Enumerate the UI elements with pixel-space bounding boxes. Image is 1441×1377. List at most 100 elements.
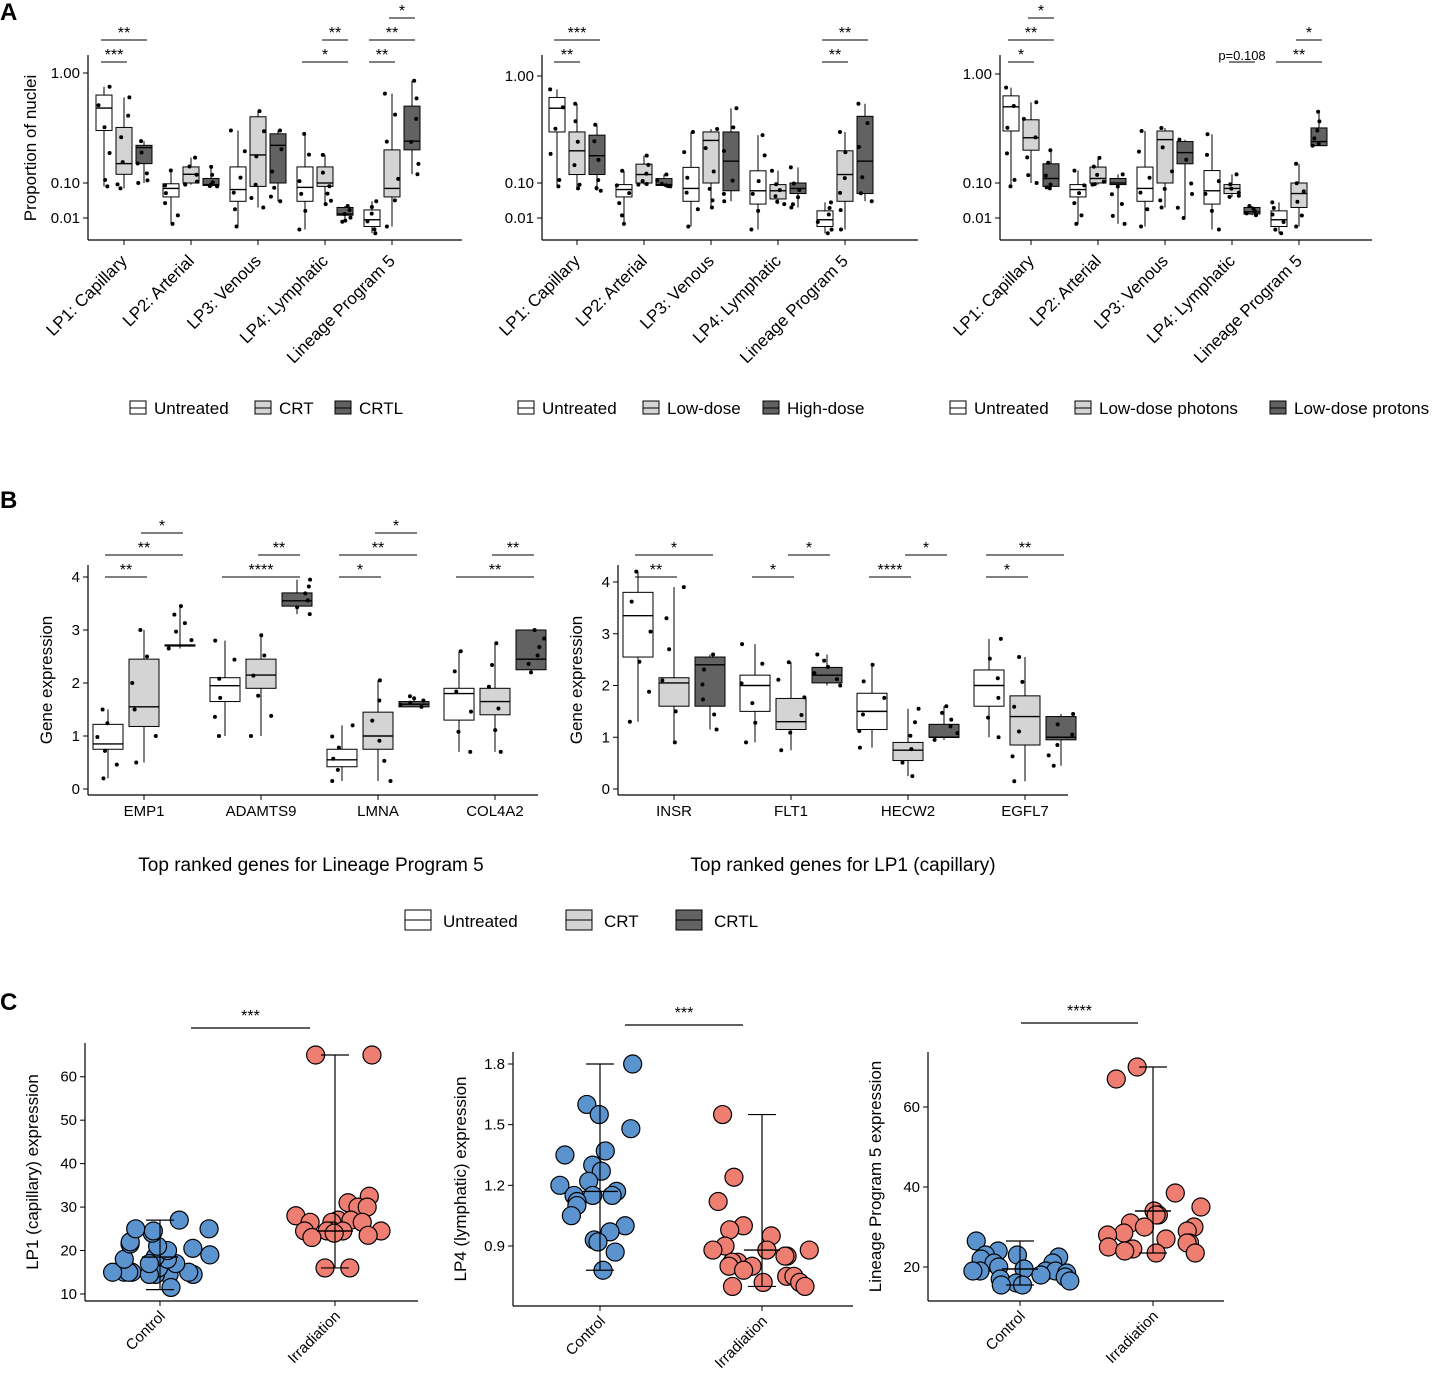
- data-point: [253, 182, 258, 187]
- data-point: [320, 152, 325, 157]
- data-point: [189, 638, 194, 643]
- data-point: [210, 172, 215, 177]
- box-body: [1002, 95, 1020, 132]
- data-point: [1106, 1069, 1126, 1089]
- box-body: [739, 674, 771, 712]
- data-point: [194, 179, 199, 184]
- significance-label: **: [1293, 47, 1305, 64]
- data-point: [377, 698, 382, 703]
- data-point: [909, 747, 914, 752]
- significance-label: ****: [1067, 1003, 1092, 1020]
- data-point: [132, 707, 137, 712]
- y-tick-label: 3: [602, 626, 610, 643]
- data-point: [1205, 152, 1210, 157]
- data-point: [739, 681, 744, 686]
- data-point: [335, 767, 340, 772]
- data-point: [269, 713, 274, 718]
- data-point: [1034, 100, 1039, 105]
- data-point: [786, 660, 791, 665]
- data-point: [614, 183, 619, 188]
- significance-label: *: [322, 47, 328, 64]
- y-tick-label: 60: [903, 1099, 920, 1116]
- y-axis-title: Gene expression: [37, 616, 56, 745]
- data-point: [382, 91, 387, 96]
- data-point: [750, 701, 755, 706]
- significance-label: **: [1025, 25, 1037, 42]
- significance-label: *: [399, 3, 405, 20]
- legend-label: CRT: [604, 912, 639, 931]
- data-point: [1055, 743, 1060, 748]
- data-point: [306, 584, 311, 589]
- data-point: [731, 125, 736, 130]
- data-point: [858, 191, 863, 196]
- data-point: [560, 105, 565, 110]
- data-point: [826, 212, 831, 217]
- data-point: [774, 182, 779, 187]
- box-body: [245, 658, 277, 689]
- data-point: [605, 1242, 625, 1262]
- data-point: [107, 84, 112, 89]
- data-point: [115, 182, 120, 187]
- data-point: [306, 152, 311, 157]
- box-body: [269, 133, 287, 184]
- data-point: [617, 201, 622, 206]
- data-point: [577, 1094, 597, 1115]
- data-point: [1185, 1243, 1205, 1263]
- data-point: [1295, 199, 1300, 204]
- data-point: [828, 200, 833, 205]
- data-point: [96, 103, 101, 108]
- data-point: [916, 706, 921, 711]
- data-point: [1139, 224, 1144, 229]
- legend-label: Untreated: [974, 399, 1049, 418]
- data-point: [232, 207, 237, 212]
- data-point: [1120, 172, 1125, 177]
- box-body: [892, 741, 924, 762]
- data-point: [837, 129, 842, 134]
- data-point: [134, 760, 139, 765]
- y-axis-title: Lineage Program 5 expression: [866, 1061, 885, 1293]
- data-point: [548, 151, 553, 156]
- significance-label: ***: [241, 1008, 260, 1025]
- data-point: [910, 774, 915, 779]
- data-point: [1017, 729, 1022, 734]
- data-point: [1072, 168, 1077, 173]
- y-axis-title: LP1 (capillary) expression: [23, 1074, 42, 1270]
- data-point: [166, 646, 171, 651]
- data-point: [1294, 161, 1299, 166]
- data-point: [100, 707, 105, 712]
- data-point: [1012, 704, 1017, 709]
- data-point: [348, 215, 353, 220]
- data-point: [199, 1219, 219, 1239]
- data-point: [350, 723, 355, 728]
- data-point: [251, 673, 256, 678]
- data-point: [193, 155, 198, 160]
- data-point: [672, 740, 677, 745]
- data-point: [548, 87, 553, 92]
- category-label: Control: [563, 1313, 609, 1359]
- data-point: [232, 657, 237, 662]
- y-tick-label: 0: [602, 781, 610, 798]
- data-point: [1074, 221, 1079, 226]
- legend-label: Untreated: [443, 912, 518, 931]
- box-body: [973, 669, 1005, 707]
- significance-label: **: [372, 540, 384, 557]
- data-point: [362, 1045, 382, 1065]
- data-point: [278, 128, 283, 133]
- data-point: [861, 679, 866, 684]
- data-point: [323, 202, 328, 207]
- data-point: [1004, 85, 1009, 90]
- box-body: [749, 170, 767, 205]
- category-label: COL4A2: [466, 803, 524, 820]
- panel-caption: Top ranked genes for LP1 (capillary): [690, 855, 995, 876]
- data-point: [1077, 191, 1082, 196]
- box-body: [548, 96, 566, 133]
- data-point: [1008, 184, 1013, 189]
- data-point: [102, 1262, 123, 1282]
- data-point: [302, 131, 307, 136]
- data-point: [1273, 227, 1278, 232]
- data-point: [709, 205, 714, 210]
- data-point: [163, 183, 168, 188]
- data-point: [776, 677, 781, 682]
